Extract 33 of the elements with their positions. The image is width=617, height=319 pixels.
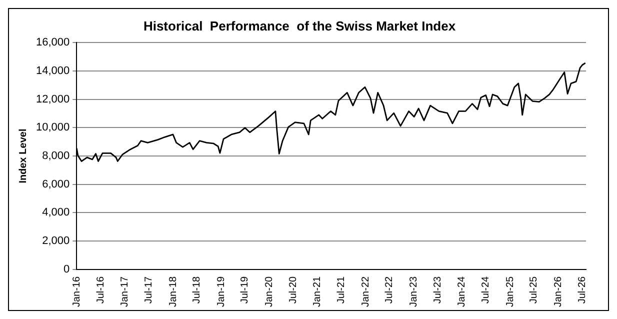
x-tick-label: Jan-25 [504, 276, 516, 307]
x-tick-label: Jan-26 [552, 276, 564, 307]
y-axis-title: Index Level [18, 128, 29, 184]
x-tick-label: Jul-26 [576, 276, 588, 304]
y-tick-label: 8,000 [42, 150, 70, 162]
y-tick-label: 14,000 [36, 64, 70, 77]
x-tick-label: Jan-17 [120, 276, 131, 307]
y-tick-label: 6,000 [42, 178, 70, 190]
x-tick-label: Jul-18 [192, 276, 203, 304]
x-tick-label: Jul-23 [432, 276, 444, 304]
x-tick-label: Jan-16 [71, 276, 82, 307]
x-tick-label: Jan-21 [312, 276, 324, 307]
x-tick-label: Jan-18 [168, 276, 179, 307]
y-tick-label: 0 [64, 263, 70, 276]
chart-title: Historical Performance of the Swiss Market Index [143, 18, 456, 34]
x-tick-label: Jul-20 [288, 276, 299, 304]
x-tick-label: Jul-19 [240, 276, 251, 304]
x-tick-label: Jul-25 [528, 276, 540, 304]
x-tick-label: Jan-23 [408, 276, 420, 307]
x-tick-label: Jul-22 [384, 276, 396, 304]
x-tick-label: Jul-17 [144, 276, 154, 304]
x-tick-label: Jan-24 [456, 276, 468, 307]
x-tick-label: Jul-16 [95, 276, 106, 304]
x-tick-label: Jan-22 [360, 276, 372, 307]
y-tick-label: 2,000 [42, 235, 70, 248]
x-tick-label: Jan-19 [216, 276, 227, 307]
x-tick-label: Jul-24 [480, 276, 492, 304]
x-tick-label: Jan-20 [264, 276, 275, 307]
y-tick-label: 12,000 [36, 93, 70, 106]
x-tick-label: Jul-21 [336, 276, 348, 304]
y-tick-label: 16,000 [36, 36, 70, 49]
y-tick-label: 4,000 [42, 206, 70, 219]
y-tick-label: 10,000 [36, 122, 70, 134]
